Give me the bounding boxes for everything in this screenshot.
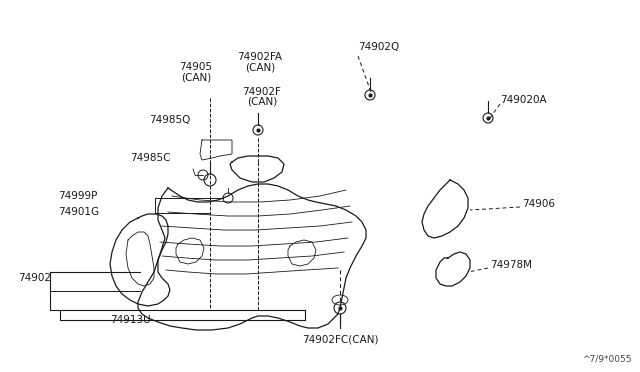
Text: (CAN): (CAN) [247,97,277,107]
Text: 74906: 74906 [522,199,555,209]
Text: 74902FA: 74902FA [237,52,282,62]
Text: 74902F: 74902F [243,87,282,97]
Text: 74999P: 74999P [58,191,97,201]
Text: 74902: 74902 [18,273,51,283]
Text: 74902FC(CAN): 74902FC(CAN) [301,334,378,344]
Text: 749020A: 749020A [500,95,547,105]
Text: 74985C: 74985C [130,153,170,163]
Text: 74985Q: 74985Q [149,115,190,125]
Text: 74978M: 74978M [490,260,532,270]
Text: 74902Q: 74902Q [358,42,399,52]
Text: 74901G: 74901G [58,207,99,217]
Text: (CAN): (CAN) [181,72,211,82]
Text: (CAN): (CAN) [245,62,275,72]
Text: 74913U: 74913U [110,315,150,325]
Text: ^7/9*0055: ^7/9*0055 [582,355,632,364]
Text: 74905: 74905 [179,62,212,72]
